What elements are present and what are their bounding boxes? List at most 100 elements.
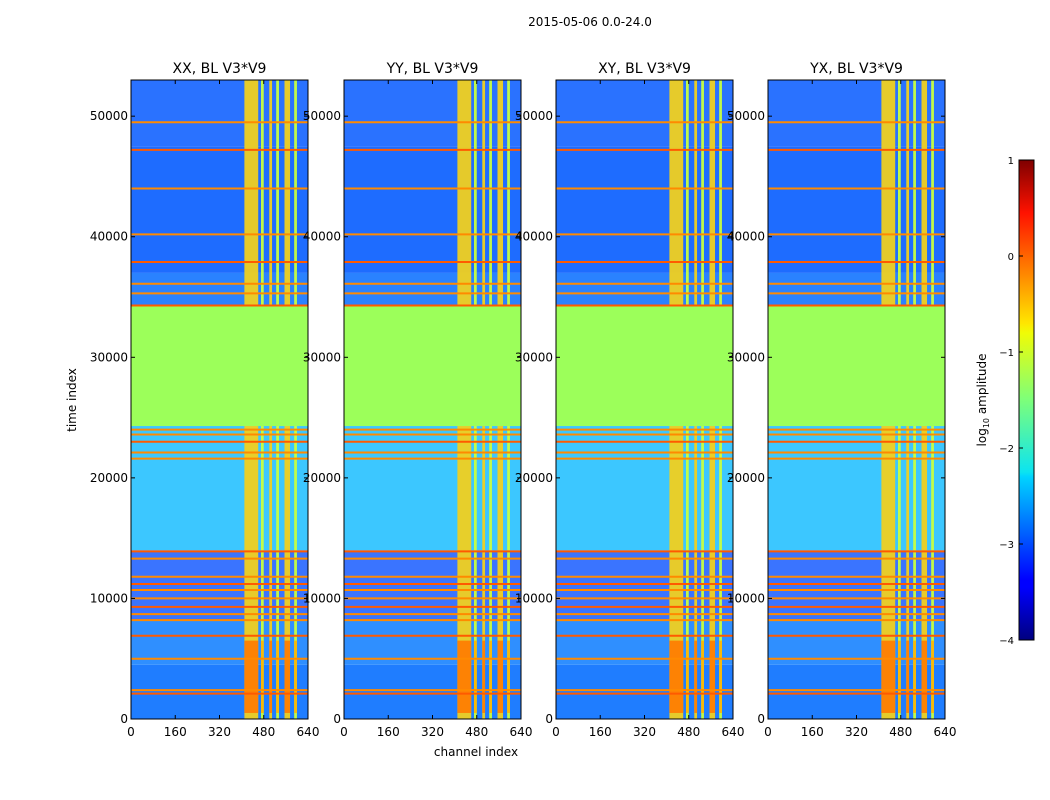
panel-1: YY, BL V3*V9 0 160 320 480 640 0 10000 20000 3000… — [303, 61, 533, 739]
rfi-band — [489, 426, 492, 719]
y-tick-label: 10000 — [303, 591, 341, 605]
x-tick-label: 0 — [340, 725, 348, 739]
rfi-band — [685, 426, 689, 719]
rfi-band-hot — [276, 640, 279, 713]
panel-2: XY, BL V3*V9 0 160 320 480 640 0 10000 20000 3000… — [515, 61, 745, 739]
y-tick-label: 20000 — [515, 471, 553, 485]
rfi-band — [269, 80, 273, 306]
colorbar-tick-label: 1 — [1008, 156, 1014, 167]
rfi-band — [507, 80, 510, 306]
rfi-band-hot — [897, 640, 901, 713]
panel-0: XX, BL V3*V9 0 160 320 480 640 0 10000 20000 3000… — [90, 61, 320, 739]
rfi-band — [709, 426, 716, 719]
colorbar-tick-label: −2 — [999, 444, 1014, 455]
y-tick-label: 50000 — [515, 109, 553, 123]
rfi-band — [497, 426, 504, 719]
heatmap-region — [344, 305, 521, 427]
rfi-band-hot — [694, 640, 698, 713]
rfi-band — [719, 426, 722, 719]
rfi-band — [669, 80, 684, 306]
rfi-band — [694, 426, 698, 719]
y-tick-label: 0 — [757, 712, 765, 726]
rfi-band-hot — [669, 640, 684, 713]
heatmap-region — [556, 550, 733, 621]
heatmap-region — [131, 305, 308, 427]
rfi-band — [482, 80, 486, 306]
rfi-band — [294, 80, 297, 306]
rfi-band-hot — [701, 640, 704, 713]
rfi-band — [709, 80, 716, 306]
rfi-band — [701, 426, 704, 719]
heatmap-region — [768, 80, 945, 147]
y-tick-label: 40000 — [90, 230, 128, 244]
rfi-band-hot — [931, 640, 934, 713]
heatmap-region — [556, 80, 733, 147]
rfi-band-hot — [284, 640, 291, 713]
y-tick-label: 0 — [333, 712, 341, 726]
rfi-band-hot — [457, 640, 472, 713]
x-tick-label: 0 — [552, 725, 560, 739]
y-tick-label: 50000 — [90, 109, 128, 123]
heatmap-region — [131, 272, 308, 306]
x-tick-label: 640 — [297, 725, 320, 739]
heatmap-region — [556, 426, 733, 551]
rfi-band-hot — [269, 640, 273, 713]
rfi-band — [906, 426, 910, 719]
y-tick-label: 50000 — [303, 109, 341, 123]
rfi-band — [694, 80, 698, 306]
y-tick-label: 20000 — [90, 471, 128, 485]
rfi-band — [881, 80, 896, 306]
heatmap-region — [768, 426, 945, 551]
x-tick-label: 480 — [677, 725, 700, 739]
y-tick-label: 0 — [545, 712, 553, 726]
colorbar-gradient — [1018, 159, 1035, 641]
rfi-band-hot — [294, 640, 297, 713]
y-tick-label: 10000 — [515, 591, 553, 605]
panel-3: YX, BL V3*V9 0 160 320 480 640 0 10000 20000 3000… — [727, 61, 957, 739]
heatmap-region — [768, 146, 945, 273]
rfi-band — [482, 426, 486, 719]
rfi-band — [276, 80, 279, 306]
panel-title: YX, BL V3*V9 — [809, 61, 903, 77]
rfi-band-hot — [497, 640, 504, 713]
rfi-band — [244, 80, 259, 306]
x-tick-label: 0 — [764, 725, 772, 739]
rfi-band — [284, 426, 291, 719]
rfi-band-hot — [482, 640, 486, 713]
heatmap-region — [768, 664, 945, 719]
rfi-band-hot — [685, 640, 689, 713]
colorbar-ticks: −4 −3 −2 −1 0 1 — [999, 156, 1023, 647]
rfi-band-hot — [921, 640, 928, 713]
rfi-band — [931, 426, 934, 719]
heatmap-region — [768, 305, 945, 427]
x-tick-label: 160 — [801, 725, 824, 739]
heatmap-region — [344, 272, 521, 306]
rfi-band — [897, 426, 901, 719]
panel-title: XY, BL V3*V9 — [598, 61, 691, 77]
heatmap-region — [344, 664, 521, 719]
rfi-band-hot — [244, 640, 259, 713]
rfi-band — [701, 80, 704, 306]
colorbar-tick-label: −3 — [999, 540, 1014, 551]
heatmap-region — [344, 80, 521, 147]
colorbar-label: log10 amplitude — [975, 354, 991, 447]
colorbar-label-text: amplitude — [975, 354, 989, 418]
panel-title: YY, BL V3*V9 — [386, 61, 479, 77]
rfi-band — [913, 426, 916, 719]
y-tick-label: 40000 — [515, 230, 553, 244]
rfi-band — [276, 426, 279, 719]
rfi-band — [260, 426, 264, 719]
rfi-band-hot — [719, 640, 722, 713]
heatmap-region — [556, 664, 733, 719]
heatmap-region — [344, 146, 521, 273]
rfi-band — [719, 80, 722, 306]
rfi-band — [260, 80, 264, 306]
rfi-band — [921, 80, 928, 306]
colorbar-tick-label: 0 — [1008, 252, 1014, 263]
heatmap-region — [131, 146, 308, 273]
x-tick-label: 480 — [889, 725, 912, 739]
x-axis-label: channel index — [434, 745, 518, 759]
rfi-band — [906, 80, 910, 306]
rfi-band — [269, 426, 273, 719]
